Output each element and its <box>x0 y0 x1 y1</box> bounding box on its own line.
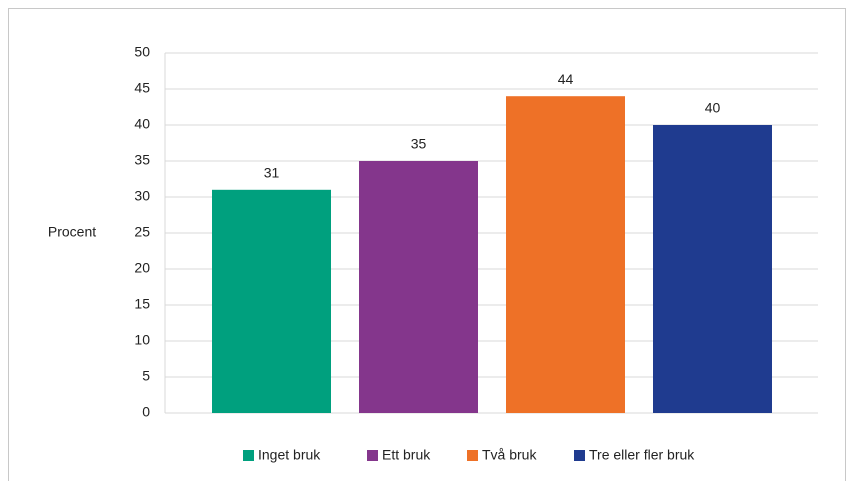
y-tick-label: 45 <box>134 80 150 96</box>
data-label: 35 <box>411 136 427 152</box>
legend-swatch <box>467 450 478 461</box>
frame <box>8 8 846 481</box>
data-label: 31 <box>264 165 280 181</box>
y-axis-label: Procent <box>48 224 96 240</box>
data-label: 40 <box>705 100 721 116</box>
legend-label: Tre eller fler bruk <box>589 447 695 463</box>
bar <box>506 96 625 413</box>
y-tick-label: 30 <box>134 188 150 204</box>
data-label: 44 <box>558 71 574 87</box>
y-tick-label: 10 <box>134 332 150 348</box>
y-tick-label: 0 <box>142 404 150 420</box>
y-tick-label: 15 <box>134 296 150 312</box>
bar <box>359 161 478 413</box>
y-tick-label: 5 <box>142 368 150 384</box>
y-tick-label: 20 <box>134 260 150 276</box>
legend-label: Inget bruk <box>258 447 321 463</box>
bar <box>653 125 772 413</box>
y-tick-label: 35 <box>134 152 150 168</box>
y-tick-label: 40 <box>134 116 150 132</box>
legend-swatch <box>367 450 378 461</box>
y-tick-label: 50 <box>134 44 150 60</box>
bar <box>212 189 331 413</box>
legend-label: Ett bruk <box>382 447 431 463</box>
y-tick-label: 25 <box>134 224 150 240</box>
legend-label: Två bruk <box>482 447 537 463</box>
legend-swatch <box>574 450 585 461</box>
legend-swatch <box>243 450 254 461</box>
